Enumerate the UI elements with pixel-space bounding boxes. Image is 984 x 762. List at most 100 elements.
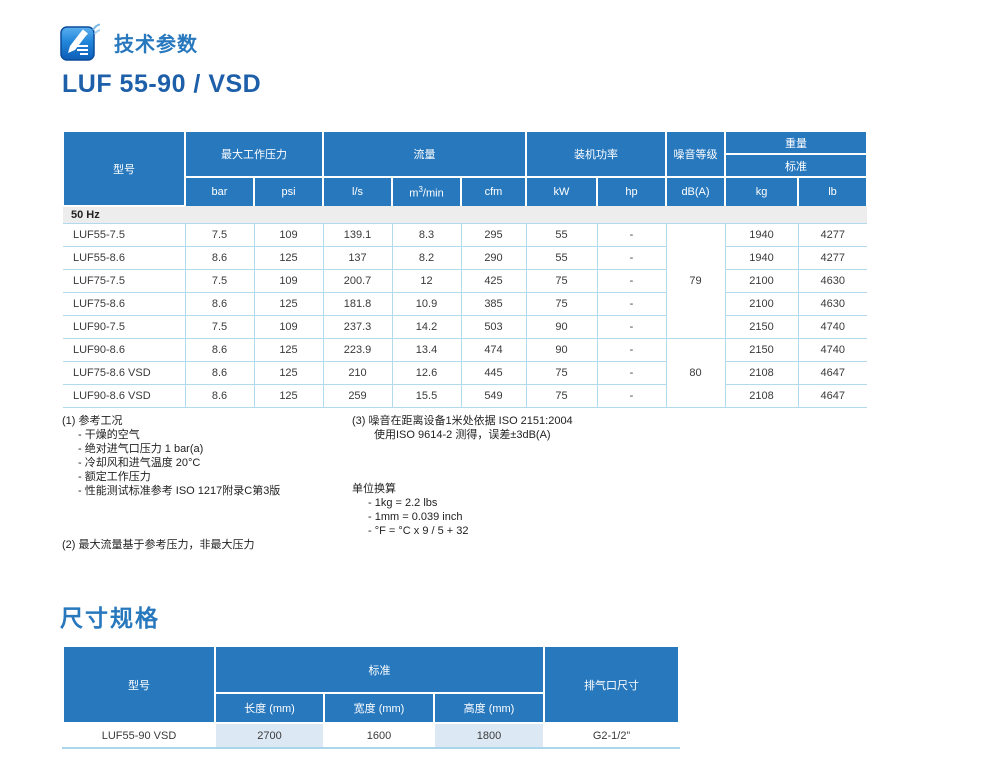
dims-col-model: 型号 (62, 645, 216, 724)
model-cell: LUF75-8.6 VSD (63, 360, 186, 385)
value-cell: 181.8 (322, 291, 393, 316)
value-cell: 445 (460, 360, 527, 385)
note-line: - 绝对进气口压力 1 bar(a) (78, 443, 204, 455)
dims-length-cell: 2700 (214, 722, 325, 749)
unit-conversion-title: 单位换算 (352, 483, 396, 495)
value-cell: 14.2 (391, 314, 462, 339)
dims-col-outlet: 排气口尺寸 (543, 645, 680, 724)
value-cell: 8.2 (391, 245, 462, 270)
value-cell: 8.6 (184, 337, 255, 362)
value-cell: 4740 (797, 314, 867, 339)
value-cell: - (596, 291, 667, 316)
value-cell: 7.5 (184, 314, 255, 339)
value-cell: - (596, 337, 667, 362)
table-group-row: 50 Hz (63, 206, 867, 223)
value-cell: 4630 (797, 291, 867, 316)
unit-cfm: cfm (460, 176, 527, 206)
model-cell: LUF90-7.5 (63, 314, 186, 339)
col-weight-standard: 标准 (724, 153, 868, 178)
spec-table-body: 50 Hz LUF55-7.5 7.5 109 139.1 8.3 295 55-79 1940… (63, 206, 867, 408)
value-cell: 4630 (797, 268, 867, 293)
value-cell: 4277 (797, 222, 867, 247)
value-cell: 4647 (797, 360, 867, 385)
table-row: LUF90-8.6 VSD 8.6 125 259 15.5 549 75- 2108 4647 (63, 383, 867, 408)
unit-ls: l/s (322, 176, 393, 206)
table-row: LUF55-7.5 7.5 109 139.1 8.3 295 55-79 1940 4277 (63, 222, 867, 339)
spec-table: 型号 最大工作压力 流量 装机功率 噪音等级 重量 标准 bar psi l/s… (62, 130, 868, 408)
note-line: - 冷却风和进气温度 20°C (78, 457, 201, 469)
spec-table-head: 型号 最大工作压力 流量 装机功率 噪音等级 重量 标准 bar psi l/s… (62, 130, 868, 207)
dimensions-table: 型号 标准 排气口尺寸 长度 (mm) 宽度 (mm) 高度 (mm) LUF5… (62, 645, 680, 749)
value-cell: 4277 (797, 245, 867, 270)
note-line: (3) 噪音在距离设备1米处依据 ISO 2151:2004 (352, 415, 573, 427)
dims-outlet-cell: G2-1/2” (543, 722, 680, 749)
note-line: - 干燥的空气 (78, 429, 140, 441)
value-cell: - (596, 383, 667, 408)
dims-model-cell: LUF55-90 VSD (62, 722, 216, 749)
note-line: - 性能测试标准参考 ISO 1217附录C第3版 (78, 485, 281, 497)
col-flow: 流量 (322, 130, 527, 178)
value-cell: 8.3 (391, 222, 462, 247)
table-row: LUF75-8.6 8.6 125 181.8 10.9 385 75- 2100 4630 (63, 291, 867, 316)
unit-kw: kW (525, 176, 598, 206)
value-cell: 55 (525, 222, 598, 247)
value-cell: 223.9 (322, 337, 393, 362)
table-row: LUF55-8.6 8.6 125 137 8.2 290 55- 1940 4277 (63, 245, 867, 270)
edit-note-icon (60, 22, 103, 62)
model-cell: LUF90-8.6 VSD (63, 383, 186, 408)
value-cell: 109 (253, 268, 324, 293)
section1-header: 技术参数 (60, 22, 198, 62)
col-weight: 重量 (724, 130, 868, 155)
value-cell: 12.6 (391, 360, 462, 385)
value-cell: 125 (253, 383, 324, 408)
value-cell: 2108 (724, 383, 799, 408)
model-title: LUF 55-90 / VSD (62, 70, 262, 98)
model-cell: LUF75-8.6 (63, 291, 186, 316)
value-cell: 109 (253, 222, 324, 247)
value-cell: 7.5 (184, 222, 255, 247)
table-row: LUF55-90 VSD 2700 1600 1800 G2-1/2” (62, 722, 680, 749)
footnote-noise: (3) 噪音在距离设备1米处依据 ISO 2151:2004 使用ISO 9614… (352, 414, 573, 442)
value-cell: 125 (253, 360, 324, 385)
footnote-reference-conditions: (1) 参考工况 - 干燥的空气 - 绝对进气口压力 1 bar(a) - 冷却风和… (62, 414, 280, 498)
value-cell: 503 (460, 314, 527, 339)
model-cell: LUF55-8.6 (63, 245, 186, 270)
unit-bar: bar (184, 176, 255, 206)
value-cell: 210 (322, 360, 393, 385)
value-cell: - (596, 360, 667, 385)
value-cell: 55 (525, 245, 598, 270)
value-cell: 259 (322, 383, 393, 408)
section2-title: 尺寸规格 (60, 605, 160, 631)
unit-lb: lb (797, 176, 868, 206)
value-cell: 125 (253, 337, 324, 362)
value-cell: 2108 (724, 360, 799, 385)
value-cell: 2150 (724, 314, 799, 339)
value-cell: 8.6 (184, 383, 255, 408)
footnote-max-flow: (2) 最大流量基于参考压力，非最大压力 (62, 539, 255, 551)
value-cell: 290 (460, 245, 527, 270)
value-cell: 75 (525, 360, 598, 385)
value-cell: 8.6 (184, 360, 255, 385)
value-cell: - (596, 268, 667, 293)
noise-value-cell: 80 (665, 337, 726, 408)
table-row: LUF90-8.6 8.6 125 223.9 13.4 474 90-80 2150 4740 (63, 337, 867, 408)
value-cell: 137 (322, 245, 393, 270)
value-cell: 8.6 (184, 245, 255, 270)
dims-col-standard: 标准 (214, 645, 545, 694)
col-noise: 噪音等级 (665, 130, 726, 178)
unit-m3min: m3/min (391, 176, 462, 206)
value-cell: 15.5 (391, 383, 462, 408)
dims-col-height: 高度 (mm) (433, 692, 545, 723)
value-cell: 200.7 (322, 268, 393, 293)
value-cell: - (596, 314, 667, 339)
unit-dba: dB(A) (665, 176, 726, 206)
value-cell: 4740 (797, 337, 867, 362)
value-cell: 474 (460, 337, 527, 362)
value-cell: 12 (391, 268, 462, 293)
table-row: LUF75-8.6 VSD 8.6 125 210 12.6 445 75- 2108 4647 (63, 360, 867, 385)
value-cell: 2150 (724, 337, 799, 362)
value-cell: 10.9 (391, 291, 462, 316)
dims-table-head: 型号 标准 排气口尺寸 长度 (mm) 宽度 (mm) 高度 (mm) (62, 645, 680, 724)
value-cell: 2100 (724, 291, 799, 316)
